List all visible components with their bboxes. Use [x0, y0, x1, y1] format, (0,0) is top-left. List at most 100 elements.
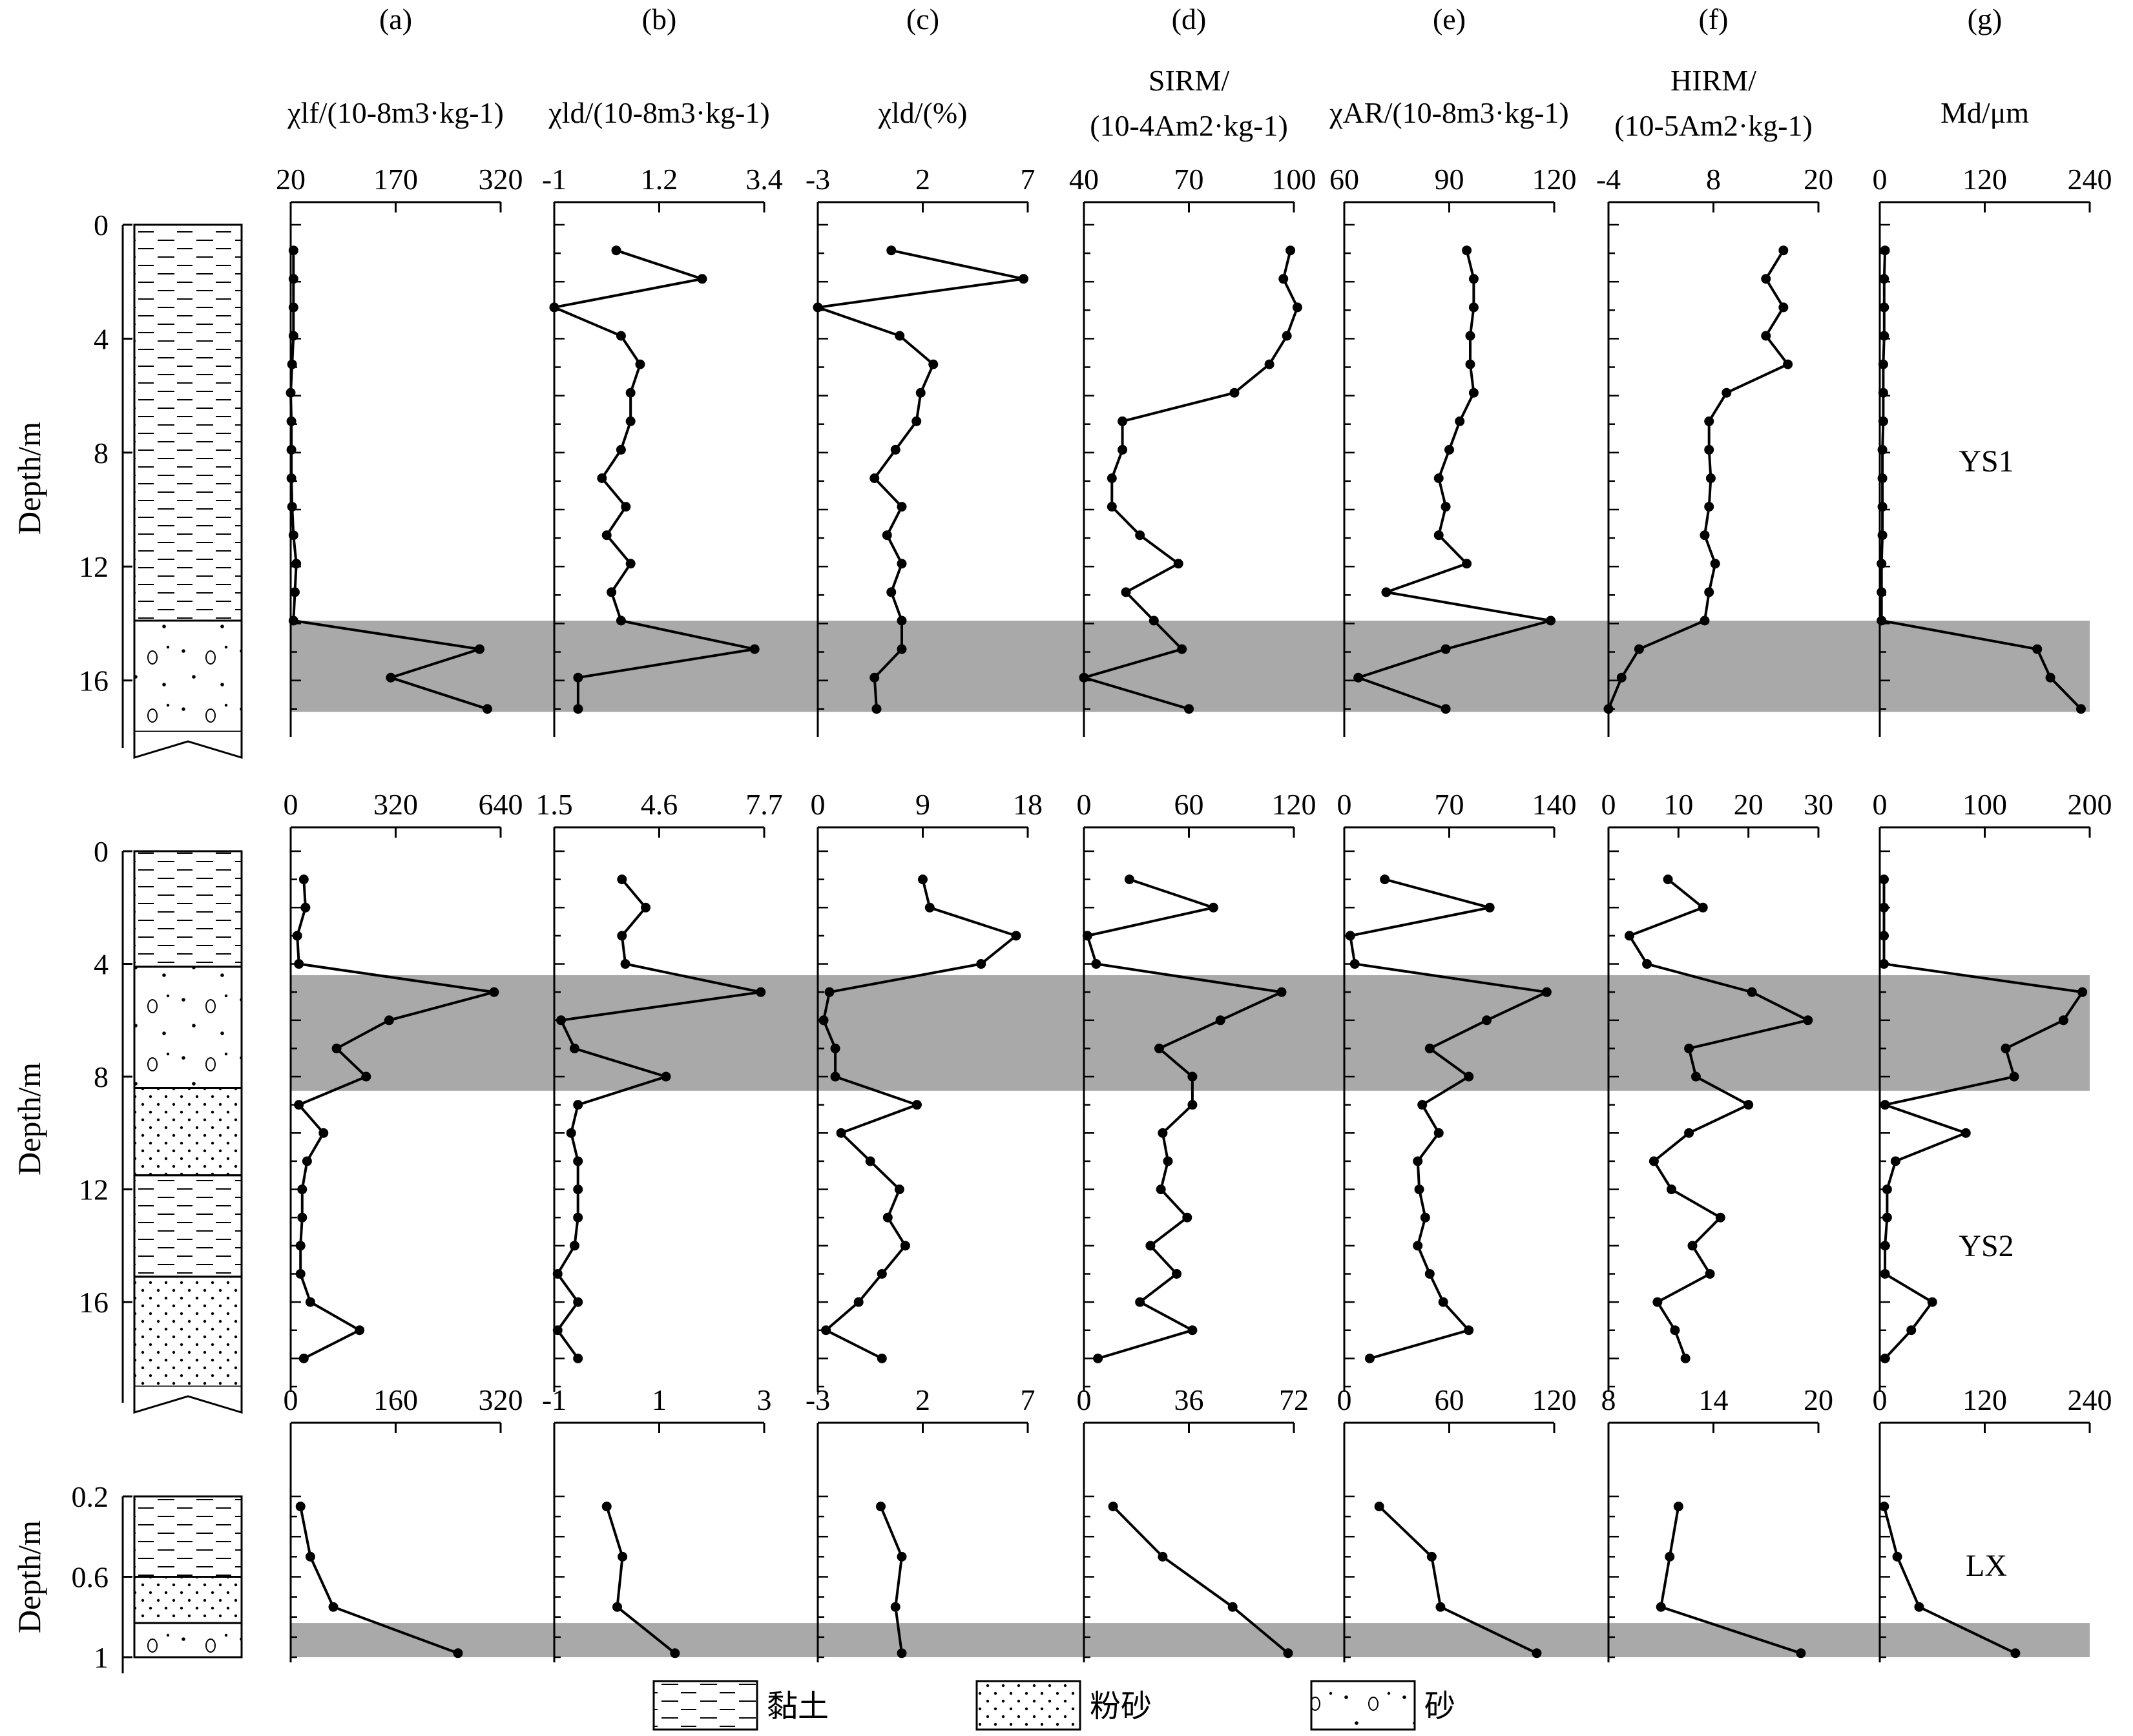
x-tick-label: 0 — [811, 788, 826, 821]
x-tick-label: 2 — [915, 1383, 930, 1416]
data-point — [569, 1043, 579, 1053]
data-point — [1468, 274, 1479, 284]
lithology-clay-layer — [133, 1174, 243, 1278]
data-point — [1704, 502, 1714, 512]
data-point — [886, 587, 897, 597]
data-point — [813, 302, 823, 313]
data-point — [300, 902, 311, 913]
series-line — [1378, 1505, 1537, 1655]
lithology-clay-layer — [133, 1495, 243, 1578]
data-point — [1091, 959, 1101, 969]
data-point — [294, 959, 304, 969]
core-row-ys1: 0 4 8 12 16 Depth/m 20 170 320 -1 1.2 3.4 -3 2 7 40 70 10… — [11, 163, 2112, 760]
data-point — [294, 1100, 304, 1110]
depth-tick-label: 16 — [79, 1286, 109, 1319]
x-tick-label: -4 — [1596, 163, 1621, 196]
data-point — [1276, 987, 1287, 997]
data-point — [295, 1268, 306, 1279]
data-point — [918, 874, 928, 885]
data-point — [897, 1648, 907, 1658]
panel-d-lx: 0 36 72 — [1077, 1383, 1309, 1662]
data-point — [886, 245, 897, 256]
panel-b-ys2: 1.5 4.6 7.7 — [536, 788, 783, 1392]
data-point — [617, 874, 627, 885]
x-tick-label: 9 — [915, 788, 930, 821]
data-point — [1462, 245, 1472, 256]
data-point — [355, 1325, 365, 1336]
data-point — [911, 416, 922, 426]
data-point — [1381, 587, 1391, 597]
data-point — [1158, 1551, 1168, 1562]
x-tick-label: 70 — [1435, 788, 1464, 821]
data-point — [1700, 530, 1710, 541]
data-point — [1465, 359, 1475, 369]
data-point — [1215, 1015, 1225, 1026]
panel-g-ys2: 0 100 200 — [1873, 788, 2112, 1392]
data-point — [915, 388, 926, 398]
x-tick-label: 140 — [1532, 788, 1577, 821]
data-point — [1465, 331, 1475, 341]
legend-sand-swatch — [1310, 1680, 1416, 1731]
data-point — [295, 1502, 306, 1512]
data-point — [869, 473, 880, 483]
panel-unit-label: χld/(10-8m3·kg-1) — [548, 96, 769, 129]
data-point — [2045, 672, 2055, 683]
legend-silt-swatch — [975, 1680, 1081, 1731]
data-point — [1135, 1297, 1145, 1307]
data-point — [697, 274, 707, 284]
data-point — [1710, 559, 1720, 569]
data-point — [1715, 1212, 1725, 1223]
data-point — [1349, 959, 1360, 969]
data-point — [1118, 416, 1128, 426]
series-line — [556, 878, 762, 1359]
x-tick-label: 0 — [1873, 788, 1888, 821]
x-tick-label: 72 — [1279, 1383, 1309, 1416]
data-point — [328, 1602, 338, 1612]
data-point — [1961, 1128, 1971, 1138]
data-point — [1353, 672, 1364, 683]
x-tick-label: 160 — [373, 1383, 418, 1416]
data-point — [1877, 530, 1888, 541]
series-line — [822, 879, 1019, 1360]
x-tick-label: 20 — [1804, 163, 1833, 196]
data-point — [1879, 1502, 1889, 1512]
data-point — [1649, 1156, 1659, 1166]
data-point — [976, 959, 986, 969]
data-point — [1778, 302, 1789, 313]
data-point — [1413, 1241, 1423, 1251]
data-point — [1163, 1156, 1173, 1166]
data-point — [1914, 1602, 1924, 1612]
data-point — [298, 1353, 309, 1363]
x-tick-label: 36 — [1174, 1383, 1204, 1416]
lithology-sand-layer — [133, 1622, 243, 1658]
data-point — [1705, 473, 1716, 483]
data-point — [552, 1268, 563, 1279]
depth-axis-label: Depth/m — [11, 1062, 47, 1175]
data-point — [298, 874, 309, 885]
x-tick-label: 0 — [1601, 788, 1616, 821]
data-point — [1877, 502, 1888, 512]
data-point — [824, 987, 835, 997]
x-tick-label: 320 — [373, 788, 418, 821]
data-point — [1761, 274, 1771, 284]
data-point — [1433, 473, 1444, 483]
data-point — [1877, 615, 1887, 626]
x-tick-label: 0 — [1077, 788, 1092, 821]
x-tick-label: 18 — [1013, 788, 1043, 821]
data-point — [1704, 444, 1714, 455]
panel-c-ys1: -3 2 7 — [806, 163, 1035, 737]
data-point — [895, 331, 905, 341]
data-point — [1927, 1297, 1937, 1307]
data-point — [1691, 1071, 1701, 1082]
data-point — [1761, 331, 1771, 341]
series-line — [299, 1506, 459, 1655]
x-tick-label: 60 — [1174, 788, 1204, 821]
data-point — [288, 274, 298, 284]
data-point — [853, 1297, 864, 1307]
data-point — [607, 587, 617, 597]
data-point — [597, 473, 607, 483]
data-point — [1374, 1502, 1384, 1512]
data-point — [1118, 444, 1128, 455]
data-point — [482, 704, 492, 714]
